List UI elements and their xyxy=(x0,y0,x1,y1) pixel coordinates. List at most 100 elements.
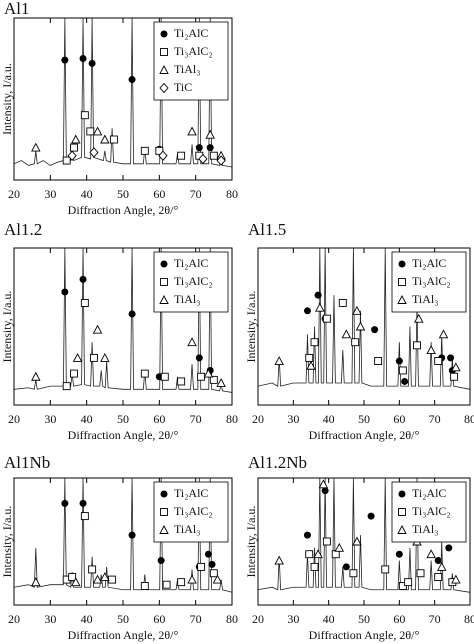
marker-square xyxy=(62,382,71,391)
marker-triangle xyxy=(352,305,362,315)
marker-square xyxy=(398,366,407,375)
panel: Al1Nb 20 30 40 50 60 70 80 Diffraction Angle, 2θ… xyxy=(0,453,238,642)
x-tick-label: 60 xyxy=(153,612,165,626)
marker-triangle xyxy=(100,572,110,582)
legend-label: TiAl₃ xyxy=(174,62,200,76)
marker-circle xyxy=(395,357,403,365)
marker-circle xyxy=(342,563,350,571)
x-tick-label: 30 xyxy=(44,412,56,426)
marker-square xyxy=(109,135,118,144)
marker-circle xyxy=(314,291,322,299)
x-tick-label: 40 xyxy=(81,612,93,626)
x-tick-label: 40 xyxy=(323,412,335,426)
x-tick-label: 70 xyxy=(190,412,202,426)
marker-square xyxy=(69,369,78,378)
legend-label: Ti₂AlC xyxy=(412,256,446,270)
marker-triangle xyxy=(313,549,323,559)
marker-square xyxy=(160,372,169,381)
panel-label: Al1.2Nb xyxy=(248,453,307,472)
marker-triangle xyxy=(341,329,352,339)
marker-circle xyxy=(61,499,69,507)
x-tick-label: 50 xyxy=(117,612,129,626)
marker-square xyxy=(209,151,218,160)
marker-circle xyxy=(434,557,442,565)
legend-marker xyxy=(398,260,406,268)
marker-square xyxy=(374,357,383,365)
marker-triangle xyxy=(216,378,226,387)
marker-square xyxy=(108,575,117,584)
marker-triangle xyxy=(92,126,103,136)
marker-triangle xyxy=(274,356,284,365)
marker-triangle xyxy=(426,549,436,559)
marker-square xyxy=(80,111,89,120)
legend-marker xyxy=(160,30,168,38)
legend: Ti₂AlC Ti₃AlC₂ TiAl₃ xyxy=(391,251,467,313)
marker-circle xyxy=(79,275,87,283)
marker-triangle xyxy=(306,360,316,370)
legend: Ti₂AlC Ti₃AlC₂ TiAl₃ xyxy=(153,251,229,313)
marker-circle xyxy=(128,76,136,84)
legend-marker xyxy=(397,525,407,534)
legend-marker xyxy=(160,508,168,516)
x-tick-label: 60 xyxy=(153,412,165,426)
panel-label: Al1 xyxy=(4,0,30,18)
marker-circle xyxy=(79,499,87,507)
marker-circle xyxy=(195,354,203,362)
diffraction-pattern xyxy=(258,478,470,593)
marker-circle xyxy=(395,550,403,558)
marker-square xyxy=(209,569,218,578)
marker-diamond xyxy=(216,155,226,166)
legend-marker xyxy=(159,295,169,304)
x-tick-label: 80 xyxy=(226,612,238,626)
marker-triangle xyxy=(205,129,215,139)
marker-square xyxy=(404,578,413,587)
legend-label: Ti₂AlC xyxy=(174,26,208,40)
legend-marker xyxy=(397,295,407,304)
panel-label: Al1Nb xyxy=(4,453,50,472)
x-axis-label: Diffraction Angle, 2θ/° xyxy=(309,628,420,642)
x-tick-label: 70 xyxy=(190,612,202,626)
legend-label: TiAl₃ xyxy=(412,292,438,306)
legend-marker xyxy=(398,278,406,286)
marker-square xyxy=(338,299,347,307)
marker-square xyxy=(69,143,78,152)
marker-square xyxy=(310,562,319,571)
legend-marker xyxy=(159,82,169,94)
marker-square xyxy=(80,299,89,307)
marker-square xyxy=(140,582,149,590)
marker-triangle xyxy=(274,555,284,565)
marker-triangle xyxy=(352,536,362,546)
y-axis-label: Intensity, I/a.u. xyxy=(244,291,258,363)
legend-marker xyxy=(159,65,169,74)
y-axis-label: Intensity, I/a.u. xyxy=(0,63,14,135)
diffraction-pattern xyxy=(14,18,232,168)
marker-square xyxy=(80,512,89,521)
y-axis-label: Intensity, I/a.u. xyxy=(244,506,258,578)
marker-circle xyxy=(401,377,409,385)
panel: Al1.5 20 30 40 50 60 70 80 Diffraction Angle, 2θ… xyxy=(244,220,474,442)
diffraction-pattern xyxy=(258,248,470,390)
x-tick-label: 80 xyxy=(226,412,238,426)
x-tick-label: 60 xyxy=(153,187,165,201)
marker-triangle xyxy=(92,324,103,334)
x-tick-label: 40 xyxy=(81,412,93,426)
marker-circle xyxy=(208,560,216,568)
legend-marker xyxy=(398,490,406,498)
marker-square xyxy=(162,580,171,589)
marker-triangle xyxy=(92,574,103,584)
marker-diamond xyxy=(67,150,77,161)
legend-label: Ti₃AlC₂ xyxy=(174,274,213,288)
marker-square xyxy=(434,357,443,365)
marker-circle xyxy=(321,487,329,495)
marker-triangle xyxy=(187,126,197,136)
x-tick-label: 50 xyxy=(117,187,129,201)
x-tick-label: 20 xyxy=(8,612,20,626)
marker-square xyxy=(434,573,443,582)
marker-circle xyxy=(128,310,136,318)
y-axis-label: Intensity, I/a.u. xyxy=(0,291,14,363)
marker-circle xyxy=(79,55,87,62)
marker-triangle xyxy=(438,329,449,339)
marker-triangle xyxy=(187,574,197,584)
